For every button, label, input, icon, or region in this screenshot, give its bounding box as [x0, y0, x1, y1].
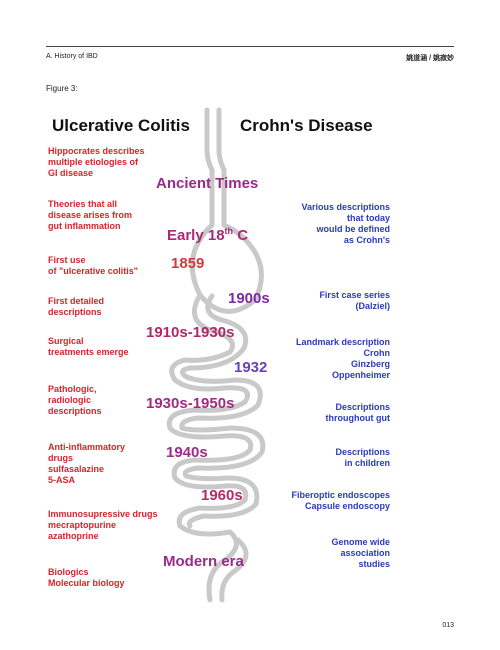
era-1932: 1932	[234, 359, 268, 376]
uc-note-line: descriptions	[48, 406, 102, 416]
cd-note-line: Fiberoptic endoscopes	[291, 490, 390, 500]
uc-note-first-use: First use of "ulcerative colitis"	[48, 255, 178, 277]
cd-note-line: Descriptions	[335, 402, 390, 412]
cd-note-line: Genome wide	[331, 537, 390, 547]
cd-note-line: association	[340, 548, 390, 558]
cd-note-line: Descriptions	[335, 447, 390, 457]
cd-note-line: (Dalziel)	[355, 301, 390, 311]
uc-note-immunosuppressive: Immunosupressive drugs mecraptopurine az…	[48, 509, 178, 542]
era-1859: 1859	[171, 255, 205, 272]
uc-note-biologics: Biologics Molecular biology	[48, 567, 178, 589]
uc-note-hippocrates: Hippocrates describes multiple etiologie…	[48, 146, 178, 179]
era-modern: Modern era	[163, 553, 244, 570]
era-1960s: 1960s	[201, 487, 243, 504]
section-title: A. History of IBD	[46, 53, 98, 60]
uc-note-line: First detailed	[48, 296, 105, 306]
cd-note-various: Various descriptions that today would be…	[240, 202, 390, 246]
uc-note-line: descriptions	[48, 307, 102, 317]
uc-note-line: Hippocrates describes	[48, 146, 145, 156]
uc-note-line: Pathologic,	[48, 384, 97, 394]
uc-note-pathologic: Pathologic, radiologic descriptions	[48, 384, 178, 417]
cd-note-line: throughout gut	[325, 413, 390, 423]
cd-note-line: in children	[344, 458, 390, 468]
uc-note-line: treatments emerge	[48, 347, 129, 357]
uc-note-line: azathoprine	[48, 531, 99, 541]
uc-note-surgical: Surgical treatments emerge	[48, 336, 178, 358]
era-label-superscript: th	[224, 226, 234, 236]
cd-note-line: Capsule endoscopy	[304, 501, 390, 511]
cd-note-endoscopy: Fiberoptic endoscopes Capsule endoscopy	[240, 490, 390, 512]
cd-note-children: Descriptions in children	[240, 447, 390, 469]
era-1900s: 1900s	[228, 290, 270, 307]
cd-note-line: that today	[346, 213, 390, 223]
header-rule	[46, 46, 454, 47]
cd-note-line: would be defined	[316, 224, 391, 234]
uc-note-line: gut inflammation	[48, 221, 121, 231]
uc-note-line: First use	[48, 255, 86, 265]
cd-note-line: Crohn	[363, 348, 391, 358]
uc-note-line: mecraptopurine	[48, 520, 117, 530]
era-label-text: C	[233, 227, 249, 244]
era-1940s: 1940s	[166, 444, 208, 461]
author-names: 姚道涵 / 姚寂妙	[406, 55, 454, 62]
cd-note-line: Ginzberg	[350, 359, 390, 369]
uc-note-line: radiologic	[48, 395, 92, 405]
uc-note-line: sulfasalazine	[48, 464, 105, 474]
figure-label: Figure 3:	[46, 84, 78, 93]
cd-note-line: studies	[358, 559, 390, 569]
cd-note-landmark: Landmark description Crohn Ginzberg Oppe…	[240, 337, 390, 381]
uc-note-line: drugs	[48, 453, 74, 463]
era-1930s-1950s: 1930s-1950s	[146, 395, 235, 412]
uc-note-first-detailed: First detailed descriptions	[48, 296, 178, 318]
uc-note-line: Immunosupressive drugs	[48, 509, 158, 519]
cd-note-first-case: First case series (Dalziel)	[240, 290, 390, 312]
era-1910s-1930s: 1910s-1930s	[146, 324, 235, 341]
uc-note-line: Surgical	[48, 336, 84, 346]
cd-note-line: Landmark description	[295, 337, 390, 347]
ulcerative-colitis-title: Ulcerative Colitis	[52, 116, 190, 135]
page-number: 013	[442, 622, 454, 629]
cd-note-genome: Genome wide association studies	[240, 537, 390, 570]
cd-note-line: First case series	[319, 290, 390, 300]
cd-note-line: Oppenheimer	[331, 370, 390, 380]
uc-note-line: multiple etiologies of	[48, 157, 139, 167]
uc-note-anti-inflammatory: Anti-inflammatory drugs sulfasalazine 5-…	[48, 442, 178, 486]
cd-note-line: as Crohn's	[343, 235, 390, 245]
uc-note-line: Molecular biology	[48, 578, 125, 588]
uc-note-line: Theories that all	[48, 199, 118, 209]
uc-note-line: Biologics	[48, 567, 89, 577]
era-ancient-times: Ancient Times	[156, 175, 259, 192]
cd-note-throughout-gut: Descriptions throughout gut	[240, 402, 390, 424]
uc-note-line: disease arises from	[48, 210, 133, 220]
uc-note-line: of "ulcerative colitis"	[48, 266, 139, 276]
crohns-disease-title: Crohn's Disease	[240, 116, 373, 135]
era-early-18th-century: Early 18th C	[167, 226, 248, 244]
era-label-text: Early 18	[167, 227, 225, 244]
cd-note-line: Various descriptions	[301, 202, 390, 212]
uc-note-line: Anti-inflammatory	[48, 442, 126, 452]
uc-note-theories: Theories that all disease arises from gu…	[48, 199, 178, 232]
uc-note-line: 5-ASA	[48, 475, 76, 485]
uc-note-line: GI disease	[48, 168, 94, 178]
